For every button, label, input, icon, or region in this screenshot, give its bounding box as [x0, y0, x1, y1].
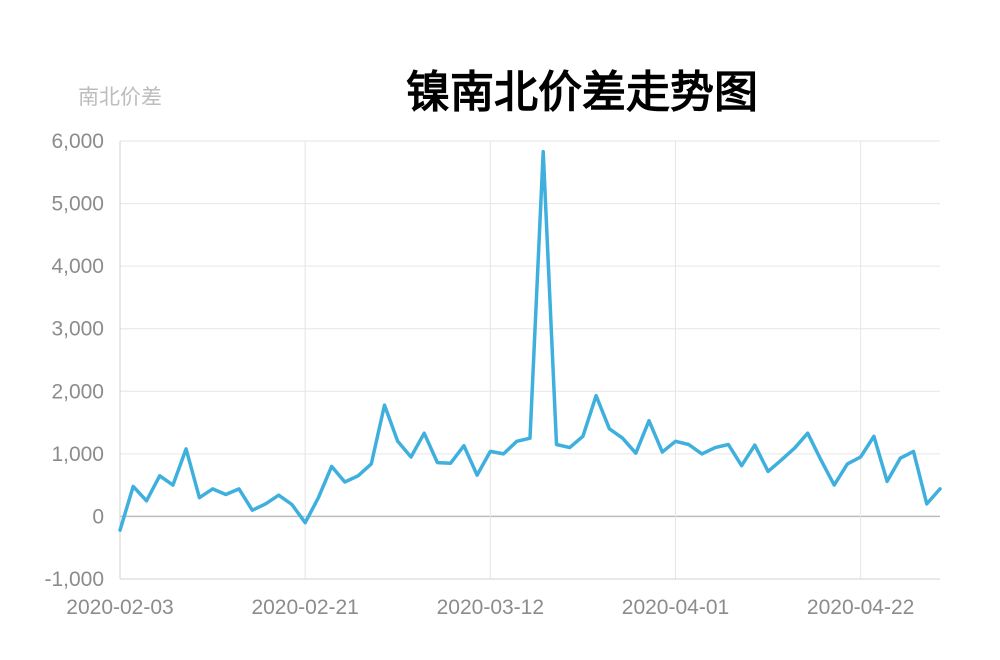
y-axis-label: 南北价差: [78, 85, 162, 109]
x-tick-label: 2020-02-03: [66, 596, 173, 619]
y-tick-label: 0: [92, 505, 104, 528]
series-line: [118, 149, 942, 532]
series-group: [118, 149, 942, 532]
y-tick-label: 4,000: [51, 255, 104, 278]
x-tick-label: 2020-02-21: [251, 596, 358, 619]
y-tick-label: 1,000: [51, 443, 104, 466]
chart-title: 镍南北价差走势图: [406, 67, 758, 118]
grid-lines: [119, 140, 940, 580]
x-tick-label: 2020-04-01: [622, 596, 729, 619]
y-tick-label: -1,000: [44, 568, 104, 591]
y-tick-label: 2,000: [51, 380, 104, 403]
y-tick-label: 5,000: [51, 193, 104, 216]
y-tick-label: 3,000: [51, 318, 104, 341]
x-tick-label: 2020-03-12: [437, 596, 544, 619]
y-tick-labels: -1,000 0 1,000 2,000 3,000 4,000 5,000 6,000: [44, 130, 104, 591]
x-tick-labels: 2020-02-03 2020-02-21 2020-03-12 2020-04-01…: [66, 596, 914, 619]
y-tick-label: 6,000: [51, 130, 104, 153]
x-tick-label: 2020-04-22: [807, 596, 914, 619]
